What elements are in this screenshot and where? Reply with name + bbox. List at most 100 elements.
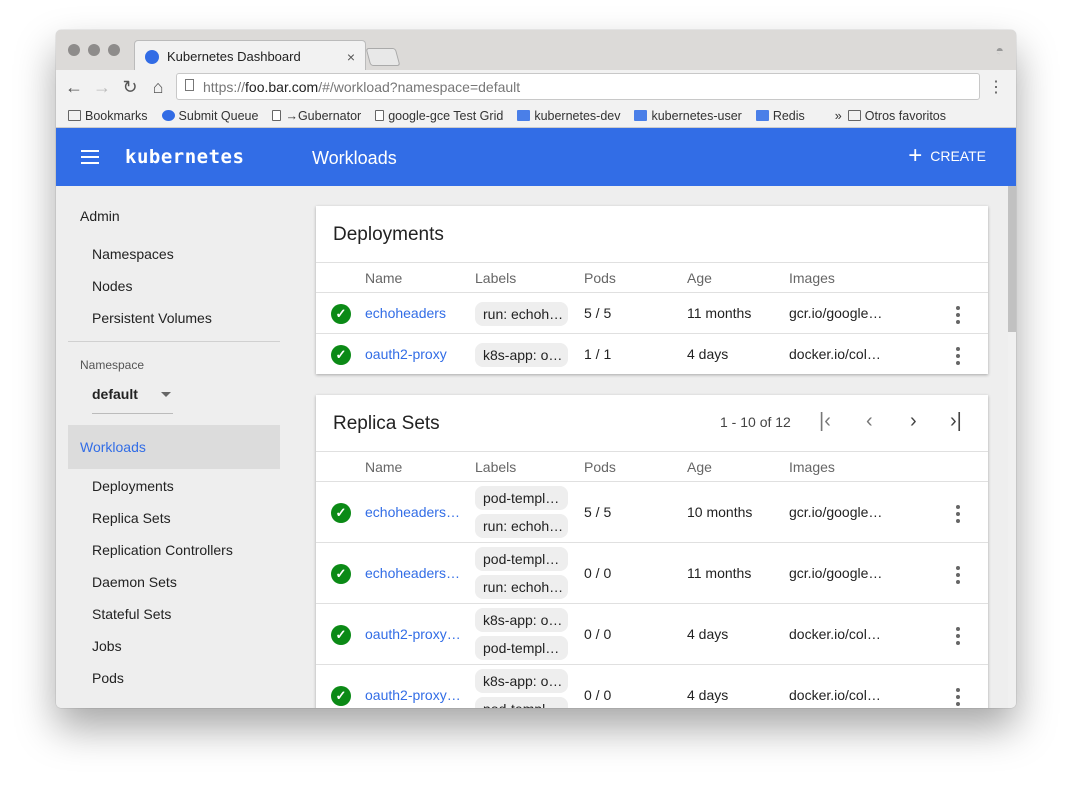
label-chip: pod-templ… (475, 486, 568, 510)
check-circle-icon: ✓ (331, 303, 351, 324)
forward-icon[interactable]: → (93, 76, 111, 97)
scrollbar[interactable] (1008, 186, 1016, 708)
hamburger-menu-icon[interactable] (81, 150, 99, 164)
close-window-button[interactable] (68, 44, 80, 56)
dot (956, 640, 960, 645)
column-header[interactable]: Labels (475, 270, 517, 286)
column-header[interactable]: Pods (584, 270, 616, 286)
name-link[interactable]: echoheaders… (365, 503, 460, 520)
reload-icon[interactable]: ↻ (122, 76, 138, 97)
scrollbar-thumb[interactable] (1008, 186, 1016, 332)
more-bookmarks-button[interactable]: » (835, 109, 842, 123)
bookmark-item[interactable]: →Gubernator (272, 109, 361, 123)
column-header[interactable]: Images (789, 270, 835, 286)
sidebar-item-workloads[interactable]: Workloads (68, 425, 280, 469)
dot (956, 687, 960, 692)
other-bookmarks[interactable]: Otros favoritos (847, 108, 947, 123)
age-value: 11 months (687, 564, 752, 581)
dot (956, 312, 960, 317)
page-title: Workloads (312, 148, 397, 168)
deployments-card: Deployments Name Labels Pods Age Images ✓ echo… (316, 206, 988, 374)
column-header[interactable]: Pods (584, 459, 616, 475)
menu-icon[interactable]: ⋮ (988, 79, 1004, 96)
column-header[interactable]: Name (365, 459, 403, 475)
bookmarks-bar: Bookmarks Submit Queue →Gubernator googl… (56, 104, 1016, 128)
sidebar-item-pods[interactable]: Pods (92, 670, 124, 686)
age-value: 4 days (687, 686, 729, 703)
name-link[interactable]: echoheaders (365, 304, 446, 321)
more-vert-icon[interactable] (956, 346, 960, 365)
bookmark-label: Redis (772, 108, 805, 123)
sidebar-item-replica-sets[interactable]: Replica Sets (92, 510, 171, 526)
column-header[interactable]: Age (687, 459, 712, 475)
folder-icon (68, 110, 81, 121)
sidebar-item-persistent-volumes[interactable]: Persistent Volumes (92, 310, 212, 326)
logo[interactable]: kubernetes (125, 146, 245, 168)
address-bar[interactable]: https://foo.bar.com/#/workload?namespace… (176, 73, 980, 100)
sidebar-item-daemon-sets[interactable]: Daemon Sets (92, 574, 177, 590)
group-icon (517, 110, 531, 121)
check-circle-icon: ✓ (331, 685, 351, 706)
previous-page-icon[interactable]: ‹ (866, 410, 873, 432)
sidebar-item-stateful-sets[interactable]: Stateful Sets (92, 606, 172, 622)
dot (956, 305, 960, 310)
column-header[interactable]: Labels (475, 459, 517, 475)
dot (956, 633, 960, 638)
more-vert-icon[interactable] (956, 626, 960, 645)
sidebar-heading-admin[interactable]: Admin (80, 208, 120, 224)
sidebar-item-namespaces[interactable]: Namespaces (92, 246, 174, 262)
browser-tab[interactable]: Kubernetes Dashboard × (134, 40, 366, 72)
first-page-icon[interactable]: |‹ (819, 410, 831, 432)
chevron-down-icon (161, 392, 171, 397)
close-tab-icon[interactable]: × (346, 48, 355, 65)
more-vert-icon[interactable] (956, 504, 960, 523)
bookmark-label: Otros favoritos (864, 108, 947, 123)
more-vert-icon[interactable] (956, 565, 960, 584)
label-chip: k8s-app: o… (475, 608, 568, 632)
sidebar-item-replication-controllers[interactable]: Replication Controllers (92, 542, 233, 558)
column-header[interactable]: Age (687, 270, 712, 286)
home-icon[interactable]: ⌂ (152, 76, 164, 97)
bookmark-item[interactable]: Redis (755, 108, 805, 123)
name-link[interactable]: echoheaders… (365, 564, 460, 581)
name-link[interactable]: oauth2-proxy… (365, 625, 461, 642)
bookmark-label: Submit Queue (178, 108, 259, 123)
back-icon[interactable]: ← (65, 76, 83, 97)
bookmark-item[interactable]: google-gce Test Grid (375, 109, 503, 123)
kubernetes-icon (145, 49, 159, 64)
pods-value: 0 / 0 (584, 625, 612, 642)
bookmark-item[interactable]: kubernetes-dev (517, 109, 620, 123)
sidebar-item-deployments[interactable]: Deployments (92, 478, 174, 494)
maximize-window-button[interactable] (108, 44, 120, 56)
dot (956, 579, 960, 584)
table-row: ✓ oauth2-proxy k8s-app: o… 1 / 1 4 days docke… (316, 333, 988, 374)
bookmark-item[interactable]: Bookmarks (68, 109, 148, 123)
table-header: Name Labels Pods Age Images (316, 262, 988, 292)
minimize-window-button[interactable] (88, 44, 100, 56)
next-page-icon[interactable]: › (910, 410, 917, 432)
images-value: docker.io/col… (789, 345, 881, 362)
dot (956, 319, 960, 324)
more-vert-icon[interactable] (956, 687, 960, 706)
column-header[interactable]: Images (789, 459, 835, 475)
column-header[interactable]: Name (365, 270, 403, 286)
dot (956, 504, 960, 509)
card-title: Replica Sets (333, 413, 440, 434)
new-tab-button[interactable] (365, 48, 401, 66)
group-icon (634, 110, 648, 121)
age-value: 11 months (687, 304, 752, 321)
sidebar: Admin Namespaces Nodes Persistent Volume… (56, 186, 296, 708)
pods-value: 0 / 0 (584, 564, 612, 581)
name-link[interactable]: oauth2-proxy (365, 345, 447, 362)
create-button[interactable]: + CREATE (908, 144, 986, 168)
namespace-value: default (92, 386, 138, 402)
namespace-select[interactable]: default (92, 386, 173, 414)
last-page-icon[interactable]: ›| (950, 410, 962, 432)
sidebar-item-nodes[interactable]: Nodes (92, 278, 133, 294)
table-header: Name Labels Pods Age Images (316, 451, 988, 481)
name-link[interactable]: oauth2-proxy… (365, 686, 461, 703)
bookmark-item[interactable]: kubernetes-user (634, 109, 742, 123)
sidebar-item-jobs[interactable]: Jobs (92, 638, 122, 654)
bookmark-item[interactable]: Submit Queue (161, 108, 259, 123)
more-vert-icon[interactable] (956, 305, 960, 324)
